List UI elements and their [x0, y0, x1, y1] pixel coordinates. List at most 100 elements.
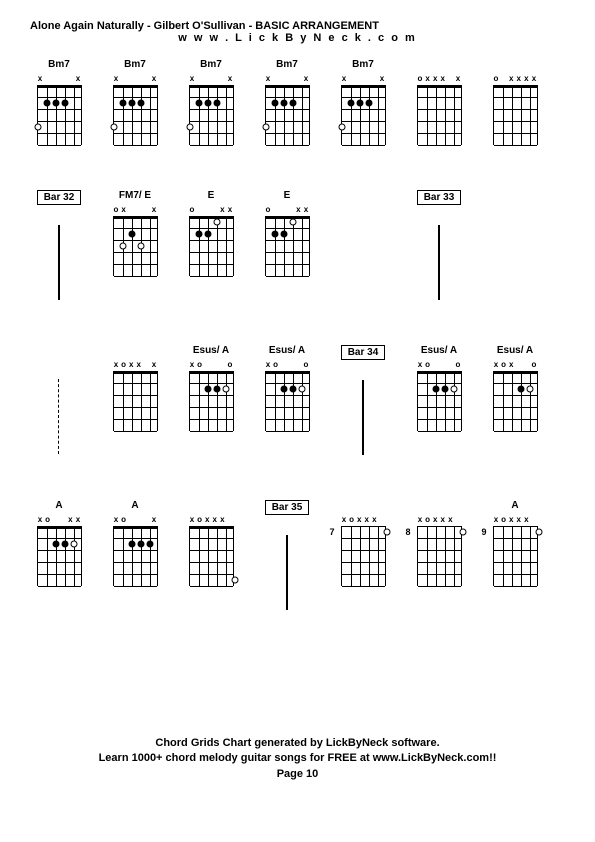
page-subtitle: w w w . L i c k B y N e c k . c o m	[30, 32, 565, 44]
bar-marker: Bar 33	[410, 190, 468, 300]
finger-dot	[146, 541, 153, 548]
finger-dot	[432, 386, 439, 393]
open-mute-row: xx	[265, 75, 310, 85]
finger-dot	[52, 541, 59, 548]
finger-dot	[517, 386, 524, 393]
finger-dot	[213, 386, 220, 393]
chord-diagram: Bm7xx	[334, 59, 392, 145]
finger-ring	[213, 219, 220, 226]
bar-divider	[438, 225, 440, 300]
chord-name: FM7/ E	[119, 190, 151, 204]
finger-dot	[271, 231, 278, 238]
finger-ring	[338, 124, 345, 131]
fretboard	[417, 371, 462, 431]
chord-diagram: Eoxx	[182, 190, 240, 276]
chord-name: Esus/ A	[497, 345, 533, 359]
fretboard	[113, 371, 158, 431]
chord-name: A	[511, 500, 518, 514]
chord-row: Bar 32FM7/ EoxxEoxxEoxxBar 33	[30, 190, 565, 300]
finger-ring	[137, 243, 144, 250]
chord-name: Esus/ A	[269, 345, 305, 359]
bar-divider	[58, 225, 60, 300]
open-mute-row: xoo	[189, 361, 234, 371]
finger-dot	[213, 100, 220, 107]
chord-name: Bm7	[48, 59, 70, 73]
fretboard	[37, 526, 82, 586]
finger-dot	[52, 100, 59, 107]
chord-diagram: Bm7xx	[182, 59, 240, 145]
chord-diagram: Axoxx	[30, 500, 88, 586]
bar-label: Bar 32	[37, 190, 82, 205]
finger-dot	[137, 100, 144, 107]
chord-diagram: oxxxx	[486, 59, 544, 145]
bar-label: Bar 34	[341, 345, 386, 360]
open-mute-row: oxxxx	[493, 75, 538, 85]
finger-dot	[195, 100, 202, 107]
footer: Chord Grids Chart generated by LickByNec…	[0, 736, 595, 782]
fret-number: 7	[330, 527, 335, 537]
finger-dot	[204, 386, 211, 393]
chord-diagram: xoxxx	[182, 500, 240, 586]
open-mute-row: xoxo	[493, 361, 538, 371]
finger-ring	[186, 124, 193, 131]
chord-diagram: xoxxx	[106, 345, 164, 431]
open-mute-row: oxx	[189, 206, 234, 216]
finger-ring	[526, 386, 533, 393]
finger-dot	[43, 100, 50, 107]
finger-ring	[450, 386, 457, 393]
bar-label: Bar 35	[265, 500, 310, 515]
open-mute-row: xox	[113, 516, 158, 526]
fret-number: 8	[406, 527, 411, 537]
fretboard	[189, 85, 234, 145]
fretboard: 8	[417, 526, 462, 586]
chord-row: Bm7xxBm7xxBm7xxBm7xxBm7xxoxxxxoxxxx	[30, 59, 565, 145]
finger-dot	[289, 100, 296, 107]
finger-dot	[280, 100, 287, 107]
open-mute-row: xoxxx	[189, 516, 234, 526]
finger-dot	[61, 100, 68, 107]
fretboard	[189, 526, 234, 586]
fretboard	[265, 85, 310, 145]
finger-dot	[204, 100, 211, 107]
fretboard	[113, 526, 158, 586]
open-mute-row: oxxxx	[417, 75, 462, 85]
finger-ring	[535, 529, 542, 536]
chord-diagram: Axoxxx9	[486, 500, 544, 586]
open-mute-row: xoxxx	[341, 516, 386, 526]
fretboard	[265, 371, 310, 431]
fret-number: 9	[482, 527, 487, 537]
chord-name: A	[55, 500, 62, 514]
open-mute-row: xoxx	[37, 516, 82, 526]
finger-ring	[289, 219, 296, 226]
bar-marker: Bar 32	[30, 190, 88, 300]
finger-dot	[137, 541, 144, 548]
fretboard	[113, 216, 158, 276]
finger-dot	[441, 386, 448, 393]
chord-diagram: Bm7xx	[30, 59, 88, 145]
open-mute-row: xoo	[417, 361, 462, 371]
fretboard	[493, 85, 538, 145]
fretboard: 7	[341, 526, 386, 586]
finger-ring	[119, 243, 126, 250]
finger-ring	[262, 124, 269, 131]
chord-name: E	[208, 190, 215, 204]
chord-name: Bm7	[352, 59, 374, 73]
dashed-marker	[30, 345, 88, 454]
finger-dot	[356, 100, 363, 107]
open-mute-row: xoxxx	[113, 361, 158, 371]
header: Alone Again Naturally - Gilbert O'Sulliv…	[30, 20, 565, 44]
fretboard	[113, 85, 158, 145]
finger-ring	[34, 124, 41, 131]
bar-divider	[286, 535, 288, 610]
finger-ring	[383, 529, 390, 536]
finger-dot	[365, 100, 372, 107]
fretboard	[189, 216, 234, 276]
chord-diagram: Esus/ Axoo	[258, 345, 316, 431]
footer-line3: Page 10	[0, 767, 595, 782]
finger-ring	[110, 124, 117, 131]
chord-name: Bm7	[124, 59, 146, 73]
chord-diagram: xoxxx8	[410, 500, 468, 586]
open-mute-row: oxx	[113, 206, 158, 216]
footer-line1: Chord Grids Chart generated by LickByNec…	[0, 736, 595, 751]
chord-diagram: Esus/ Axoo	[182, 345, 240, 431]
